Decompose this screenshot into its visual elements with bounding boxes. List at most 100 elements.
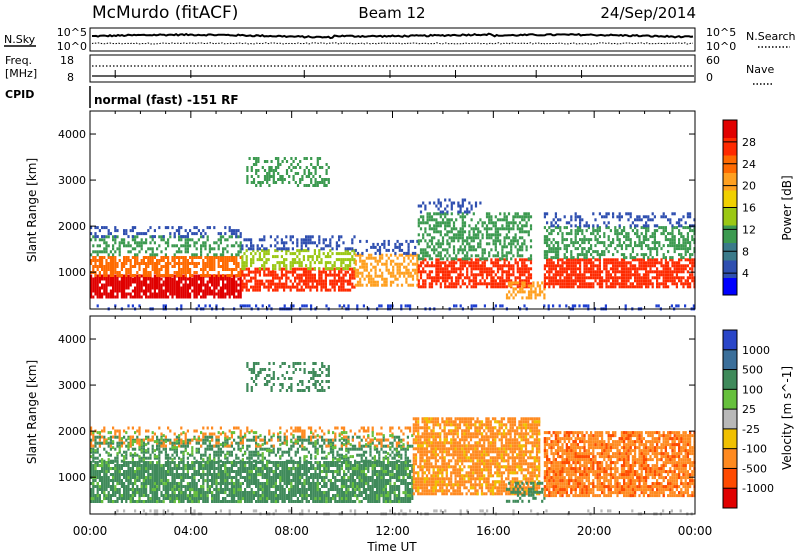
power-cell: [603, 253, 605, 256]
power-cell: [191, 274, 193, 277]
power-cell: [497, 276, 499, 279]
power-cell: [649, 258, 651, 261]
power-cell: [555, 250, 557, 253]
power-cell: [246, 289, 248, 292]
power-cell: [410, 272, 412, 275]
power-cell: [477, 245, 479, 248]
power-cell: [226, 284, 228, 287]
power-cell: [272, 280, 274, 283]
power-cell: [200, 232, 202, 235]
power-cell: [605, 304, 607, 307]
power-cell: [290, 163, 292, 166]
power-cell: [553, 250, 555, 253]
power-cell: [519, 230, 521, 233]
power-cell: [550, 276, 552, 279]
power-cell: [224, 287, 226, 290]
power-cell: [647, 224, 649, 227]
power-cell: [200, 256, 202, 259]
power-cell: [555, 273, 557, 276]
power-cell: [276, 235, 278, 238]
power-cell: [204, 247, 206, 250]
power-cell: [594, 273, 596, 276]
velocity-cell: [215, 488, 217, 491]
noise-panel-frame: [90, 28, 695, 51]
power-cell: [189, 238, 191, 241]
power-cell: [235, 229, 237, 232]
power-cell: [484, 248, 486, 251]
power-cell: [652, 276, 654, 279]
power-cell: [305, 238, 307, 241]
velocity-cell: [108, 485, 110, 488]
power-cell: [594, 244, 596, 247]
power-cell: [101, 259, 103, 262]
power-cell: [636, 232, 638, 235]
velocity-cell: [191, 467, 193, 470]
power-cell: [158, 244, 160, 247]
velocity-cell: [163, 509, 165, 512]
power-cell: [682, 276, 684, 279]
power-cell: [307, 255, 309, 258]
power-cell: [202, 268, 204, 271]
power-cell: [241, 264, 243, 267]
power-cell: [477, 227, 479, 230]
power-cell: [388, 269, 390, 272]
velocity-cell: [171, 494, 173, 497]
power-colorbar-swatch: [723, 120, 737, 138]
power-cell: [141, 275, 143, 278]
velocity-cell: [138, 476, 140, 479]
power-cell: [105, 271, 107, 274]
power-cell: [351, 258, 353, 261]
power-cell: [213, 268, 215, 271]
power-cell: [222, 293, 224, 296]
power-cell: [388, 240, 390, 243]
velocity-cell: [440, 509, 442, 512]
power-cell: [564, 279, 566, 282]
power-cell: [207, 235, 209, 238]
velocity-cell: [136, 479, 138, 482]
power-cell: [435, 230, 437, 233]
power-cell: [193, 232, 195, 235]
power-cell: [665, 226, 667, 229]
power-cell: [680, 276, 682, 279]
power-cell: [116, 281, 118, 284]
power-cell: [282, 175, 284, 178]
power-cell: [325, 267, 327, 270]
power-cell: [180, 262, 182, 265]
velocity-cell: [163, 464, 165, 467]
power-cell: [235, 265, 237, 268]
velocity-cell: [224, 476, 226, 479]
power-cell: [273, 181, 275, 184]
power-cell: [383, 240, 385, 243]
velocity-cell: [134, 500, 136, 503]
power-cell: [451, 208, 453, 211]
power-cell: [408, 257, 410, 260]
power-cell: [110, 268, 112, 271]
velocity-cell: [134, 494, 136, 497]
velocity-cell: [215, 476, 217, 479]
power-cell: [290, 271, 292, 274]
power-cell: [312, 255, 314, 258]
velocity-cell: [134, 509, 136, 512]
power-cell: [134, 290, 136, 293]
velocity-cell: [185, 497, 187, 500]
velocity-cell: [185, 473, 187, 476]
velocity-cell: [156, 467, 158, 470]
freq-tick-marks: [115, 70, 581, 78]
power-cell: [577, 247, 579, 250]
power-cell: [357, 269, 359, 272]
power-cell: [263, 261, 265, 264]
power-cell: [193, 281, 195, 284]
power-cell: [154, 287, 156, 290]
power-cell: [682, 238, 684, 241]
power-cell: [174, 287, 176, 290]
power-cell: [457, 282, 459, 285]
power-cell: [408, 272, 410, 275]
power-cell: [397, 278, 399, 281]
power-cell: [220, 259, 222, 262]
power-cell: [372, 284, 374, 287]
power-cell: [460, 211, 462, 214]
power-cell: [559, 270, 561, 273]
power-cell: [504, 215, 506, 218]
power-cell: [320, 289, 322, 292]
power-cell: [130, 265, 132, 268]
